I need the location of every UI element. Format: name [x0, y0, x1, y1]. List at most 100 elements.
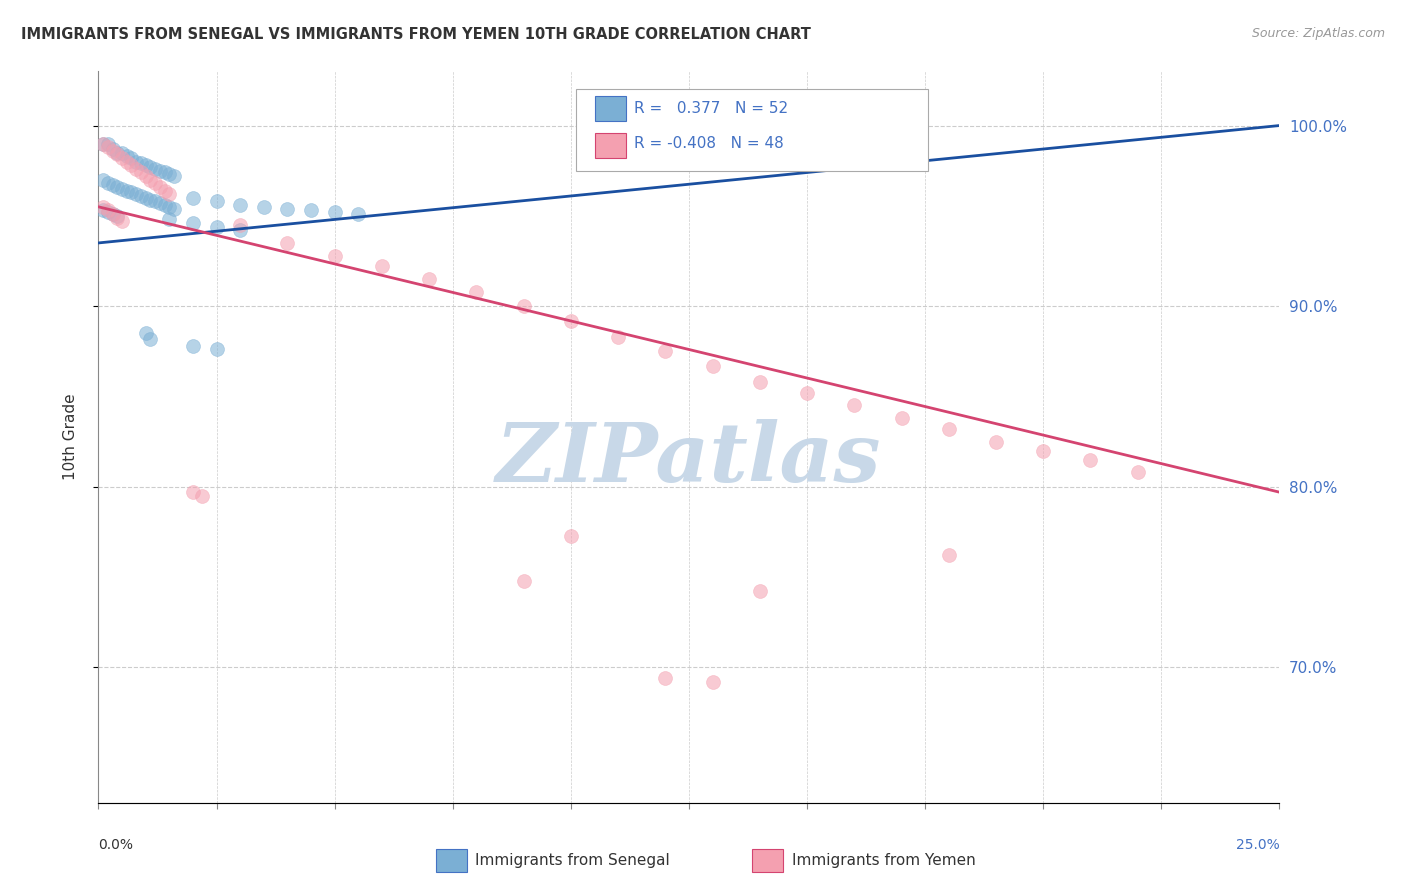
- Point: [276, 235, 298, 250]
- Point: [101, 207, 124, 221]
- Point: [97, 136, 120, 151]
- Point: [938, 422, 960, 436]
- Point: [371, 260, 394, 274]
- Point: [205, 194, 228, 209]
- Point: [157, 200, 180, 214]
- Point: [121, 158, 143, 172]
- Point: [748, 584, 770, 599]
- Point: [465, 285, 488, 299]
- Point: [181, 485, 204, 500]
- Text: IMMIGRANTS FROM SENEGAL VS IMMIGRANTS FROM YEMEN 10TH GRADE CORRELATION CHART: IMMIGRANTS FROM SENEGAL VS IMMIGRANTS FR…: [21, 27, 811, 42]
- Point: [299, 203, 322, 218]
- Point: [129, 156, 152, 170]
- Point: [654, 344, 676, 359]
- Point: [111, 214, 134, 228]
- Text: 25.0%: 25.0%: [1236, 838, 1279, 852]
- Point: [97, 203, 120, 218]
- Point: [157, 212, 180, 227]
- Point: [111, 145, 134, 160]
- Point: [1126, 465, 1149, 479]
- Point: [149, 163, 172, 178]
- Point: [105, 211, 128, 225]
- Point: [125, 154, 148, 169]
- Point: [157, 167, 180, 181]
- Point: [748, 375, 770, 389]
- Point: [229, 223, 252, 237]
- Point: [97, 177, 120, 191]
- Point: [97, 140, 120, 154]
- Point: [101, 144, 124, 158]
- Point: [607, 330, 630, 344]
- Point: [229, 198, 252, 212]
- Point: [105, 147, 128, 161]
- Point: [276, 202, 298, 216]
- Point: [115, 154, 138, 169]
- Point: [253, 200, 276, 214]
- Point: [105, 180, 128, 194]
- Point: [512, 574, 534, 588]
- Text: Immigrants from Senegal: Immigrants from Senegal: [475, 854, 671, 868]
- Point: [129, 189, 152, 203]
- Point: [163, 169, 186, 183]
- Point: [111, 151, 134, 165]
- Text: 0.0%: 0.0%: [98, 838, 134, 852]
- Point: [323, 205, 346, 219]
- Point: [418, 272, 440, 286]
- Point: [101, 142, 124, 156]
- Point: [139, 172, 162, 186]
- Point: [143, 161, 166, 176]
- Text: ZIPatlas: ZIPatlas: [496, 419, 882, 499]
- Point: [229, 218, 252, 232]
- Point: [181, 339, 204, 353]
- Point: [115, 149, 138, 163]
- Point: [139, 332, 162, 346]
- Point: [984, 434, 1007, 449]
- Point: [181, 191, 204, 205]
- Text: R =   0.377   N = 52: R = 0.377 N = 52: [634, 101, 789, 116]
- Point: [654, 671, 676, 685]
- Y-axis label: 10th Grade: 10th Grade: [63, 393, 77, 481]
- Point: [139, 193, 162, 207]
- Point: [91, 172, 114, 186]
- Point: [153, 184, 176, 198]
- Point: [890, 411, 912, 425]
- Point: [101, 207, 124, 221]
- Point: [121, 151, 143, 165]
- Point: [149, 196, 172, 211]
- Point: [101, 178, 124, 193]
- Point: [139, 160, 162, 174]
- Point: [323, 249, 346, 263]
- Point: [153, 165, 176, 179]
- Point: [1080, 452, 1102, 467]
- Point: [105, 145, 128, 160]
- Point: [125, 161, 148, 176]
- Point: [938, 549, 960, 563]
- Point: [91, 136, 114, 151]
- Point: [560, 528, 582, 542]
- Point: [135, 169, 157, 183]
- Point: [121, 186, 143, 200]
- Point: [91, 200, 114, 214]
- Point: [191, 489, 214, 503]
- Point: [1032, 443, 1054, 458]
- Point: [97, 205, 120, 219]
- Point: [149, 180, 172, 194]
- Text: Immigrants from Yemen: Immigrants from Yemen: [792, 854, 976, 868]
- Point: [129, 165, 152, 179]
- Point: [105, 209, 128, 223]
- Point: [702, 359, 724, 373]
- Point: [115, 184, 138, 198]
- Point: [560, 313, 582, 327]
- Point: [205, 343, 228, 357]
- Point: [125, 187, 148, 202]
- Point: [91, 136, 114, 151]
- Point: [153, 198, 176, 212]
- Point: [143, 177, 166, 191]
- Point: [796, 385, 818, 400]
- Point: [181, 216, 204, 230]
- Point: [111, 182, 134, 196]
- Point: [347, 207, 370, 221]
- Point: [91, 203, 114, 218]
- Point: [157, 187, 180, 202]
- Point: [512, 299, 534, 313]
